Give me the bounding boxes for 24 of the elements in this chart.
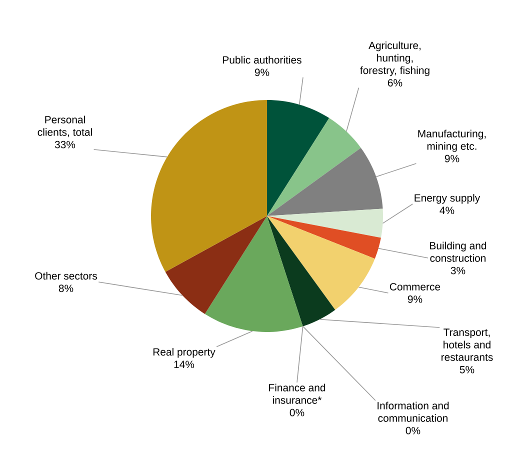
data-label: 8% [58,284,74,292]
slice-label: Transport, hotels and restaurants [442,328,493,361]
category-label: Information and communication [378,402,449,422]
slice-label: Energy supply [414,194,480,204]
data-label: 6% [388,79,402,87]
text: 0% [406,426,420,434]
data-label: 9% [254,68,270,76]
slice-label: Agriculture, hunting, forestry, fishing [360,41,430,76]
slice-label: Personal clients, total [38,116,92,138]
slice-label: Public authorities [223,56,302,64]
slice-label: Real property [153,348,216,358]
slice-label: Manufacturing, mining etc. [418,130,486,152]
data-label: 5% [460,366,474,374]
data-label: 14% [174,360,194,368]
category-label: Finance and insurance* [269,384,326,404]
slice-label: Building and construction [430,242,486,262]
data-label: 33% [54,140,76,148]
data-label: 9% [444,154,460,162]
data-label: 9% [408,296,422,303]
data-label: 3% [450,266,466,274]
slice-label: Commerce [390,283,440,290]
text: 0% [290,408,304,416]
data-label: 4% [440,206,454,214]
slice-label: Other sectors [35,272,97,280]
